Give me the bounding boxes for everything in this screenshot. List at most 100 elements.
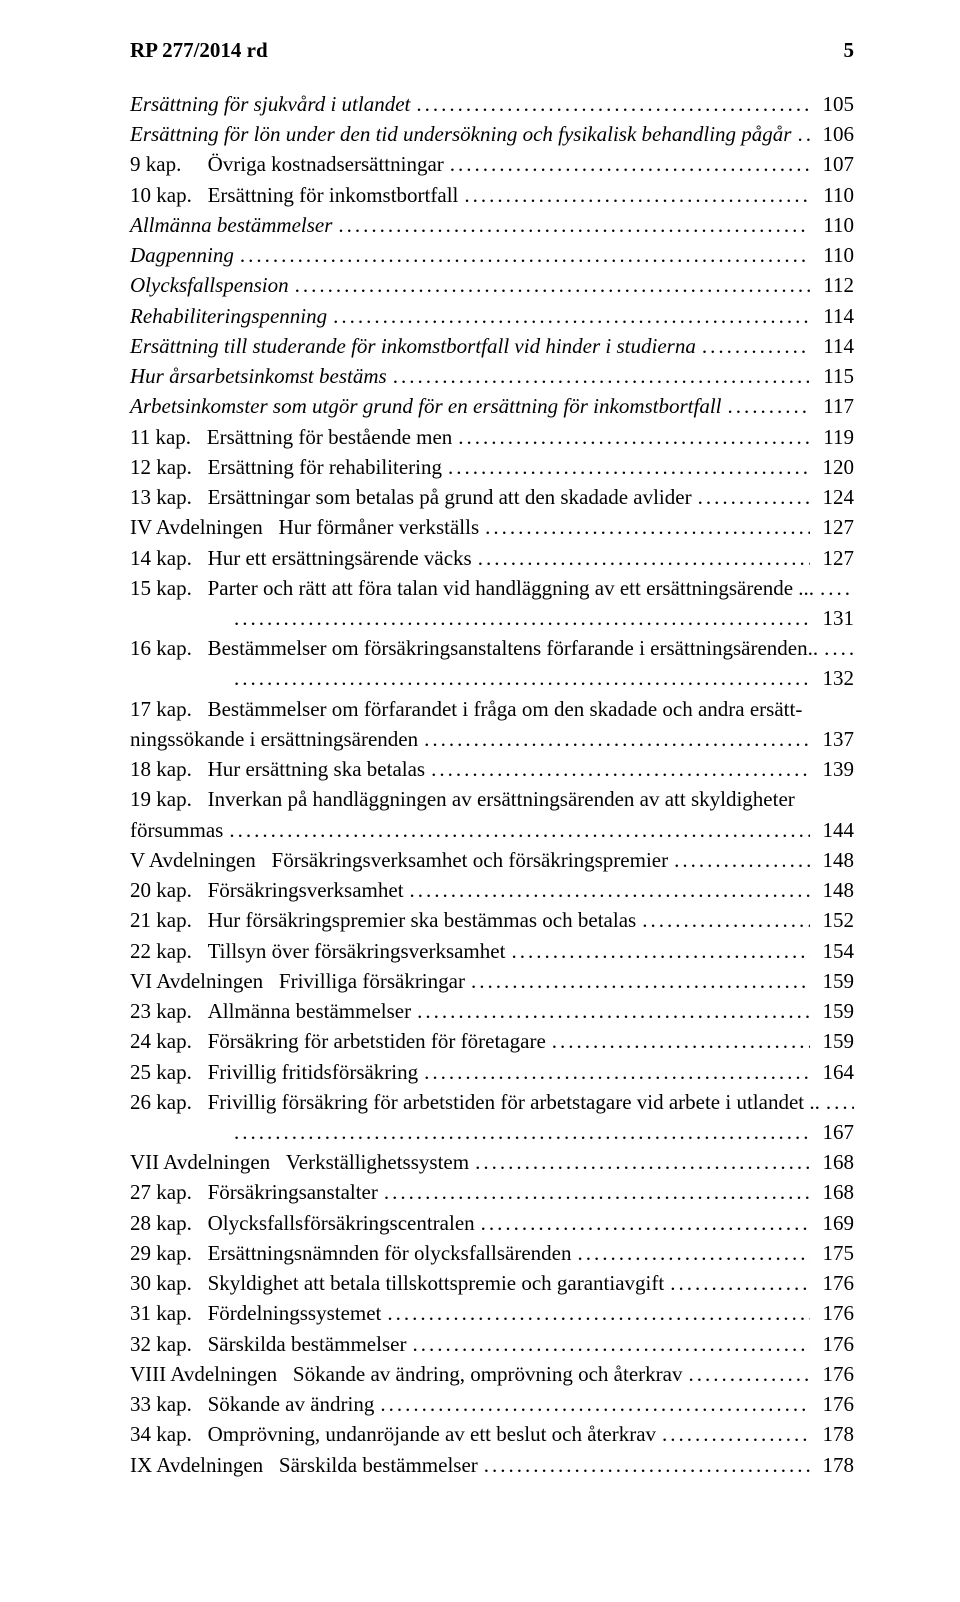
toc-page-number: 139 (810, 754, 854, 784)
toc-line: Dagpenning110 (130, 240, 854, 270)
toc-dots (824, 633, 854, 663)
header-page-number: 5 (844, 38, 855, 63)
toc-line: 21 kap. Hur försäkringspremier ska bestä… (130, 905, 854, 935)
toc-dots (670, 1268, 810, 1298)
toc-line: Ersättning för sjukvård i utlandet105 (130, 89, 854, 119)
toc-line: 26 kap. Frivillig försäkring för arbetst… (130, 1087, 854, 1117)
toc-dots (577, 1238, 810, 1268)
toc-line: 18 kap. Hur ersättning ska betalas 139 (130, 754, 854, 784)
toc-page-number: 124 (810, 482, 854, 512)
toc-label: IX Avdelningen Särskilda bestämmelser (130, 1450, 484, 1480)
toc-line: 28 kap. Olycksfallsförsäkringscentralen1… (130, 1208, 854, 1238)
toc-page-number: 175 (810, 1238, 854, 1268)
toc-label: 29 kap. Ersättningsnämnden för olycksfal… (130, 1238, 577, 1268)
toc-dots (464, 180, 810, 210)
toc-line: Ersättning till studerande för inkomstbo… (130, 331, 854, 361)
toc-label: 33 kap. Sökande av ändring (130, 1389, 380, 1419)
toc-label: 19 kap. Inverkan på handläggningen av er… (130, 784, 801, 814)
toc-label: 13 kap. Ersättningar som betalas på grun… (130, 482, 698, 512)
toc-line: Hur årsarbetsinkomst bestäms115 (130, 361, 854, 391)
toc-dots (728, 391, 810, 421)
toc-page-number: 105 (810, 89, 854, 119)
toc-line: 22 kap. Tillsyn över försäkringsverksamh… (130, 936, 854, 966)
toc-page-number: 127 (810, 512, 854, 542)
toc-dots (393, 361, 810, 391)
toc-dots (448, 452, 810, 482)
toc-label: 28 kap. Olycksfallsförsäkringscentralen (130, 1208, 481, 1238)
toc-label: 31 kap. Fördelningssystemet (130, 1298, 387, 1328)
toc-line: VI Avdelningen Frivilliga försäkringar15… (130, 966, 854, 996)
header-title: RP 277/2014 rd (130, 38, 268, 63)
toc-dots (338, 210, 810, 240)
toc-dots (702, 331, 810, 361)
toc-dots (416, 89, 810, 119)
toc-dots (478, 543, 810, 573)
toc-label: VII Avdelningen Verkställighetssystem (130, 1147, 475, 1177)
toc-line: 31 kap. Fördelningssystemet 176 (130, 1298, 854, 1328)
page: RP 277/2014 rd 5 Ersättning för sjukvård… (0, 0, 960, 1550)
toc-page-number: 120 (810, 452, 854, 482)
toc-label: 24 kap. Försäkring för arbetstiden för f… (130, 1026, 552, 1056)
toc-page-number: 117 (810, 391, 854, 421)
toc-label: Ersättning för lön under den tid undersö… (130, 119, 797, 149)
toc-page-number: 167 (810, 1117, 854, 1147)
toc-label: V Avdelningen Försäkringsverksamhet och … (130, 845, 674, 875)
toc-page-number: 168 (810, 1177, 854, 1207)
toc-line: 34 kap. Omprövning, undanröjande av ett … (130, 1419, 854, 1449)
toc-dots (424, 724, 810, 754)
toc-page-number: 178 (810, 1419, 854, 1449)
toc-label: 15 kap. Parter och rätt att föra talan v… (130, 573, 820, 603)
toc-label: 21 kap. Hur försäkringspremier ska bestä… (130, 905, 642, 935)
toc-line: 23 kap. Allmänna bestämmelser159 (130, 996, 854, 1026)
toc-page-number: 176 (810, 1298, 854, 1328)
toc-line: Rehabiliteringspenning 114 (130, 301, 854, 331)
toc-dots (234, 603, 810, 633)
toc-line: ningssökande i ersättningsärenden137 (130, 724, 854, 754)
toc-dots (234, 663, 810, 693)
toc-line: IX Avdelningen Särskilda bestämmelser 178 (130, 1450, 854, 1480)
toc-label: 18 kap. Hur ersättning ska betalas (130, 754, 431, 784)
toc-line: 12 kap. Ersättning för rehabilitering 120 (130, 452, 854, 482)
toc-dots (826, 1087, 854, 1117)
toc-line: 24 kap. Försäkring för arbetstiden för f… (130, 1026, 854, 1056)
toc-dots (481, 1208, 810, 1238)
toc-page-number: 159 (810, 1026, 854, 1056)
toc-label: 11 kap. Ersättning för bestående men (130, 422, 458, 452)
toc-dots (662, 1419, 810, 1449)
toc-label: 12 kap. Ersättning för rehabilitering (130, 452, 448, 482)
toc-line: 33 kap. Sökande av ändring176 (130, 1389, 854, 1419)
toc-label: ningssökande i ersättningsärenden (130, 724, 424, 754)
toc-dots (295, 270, 810, 300)
toc-line: 20 kap. Försäkringsverksamhet148 (130, 875, 854, 905)
toc-dots (698, 482, 810, 512)
toc-line: försummas 144 (130, 815, 854, 845)
toc-label: Rehabiliteringspenning (130, 301, 333, 331)
toc-label: 25 kap. Frivillig fritidsförsäkring (130, 1057, 424, 1087)
toc-label: VI Avdelningen Frivilliga försäkringar (130, 966, 471, 996)
toc-dots (475, 1147, 810, 1177)
toc-line: 17 kap. Bestämmelser om förfarandet i fr… (130, 694, 854, 724)
toc-page-number: 114 (810, 301, 854, 331)
toc-page-number: 144 (810, 815, 854, 845)
toc-label: Dagpenning (130, 240, 240, 270)
toc-line: 30 kap. Skyldighet att betala tillskotts… (130, 1268, 854, 1298)
toc-label: 20 kap. Försäkringsverksamhet (130, 875, 410, 905)
toc-label: försummas (130, 815, 229, 845)
toc-page-number: 152 (810, 905, 854, 935)
toc-line: 13 kap. Ersättningar som betalas på grun… (130, 482, 854, 512)
toc-dots (387, 1298, 810, 1328)
toc-dots (471, 966, 810, 996)
toc-dots (431, 754, 810, 784)
toc-page-number: 176 (810, 1329, 854, 1359)
toc-line: IV Avdelningen Hur förmåner verkställs 12… (130, 512, 854, 542)
toc-label: IV Avdelningen Hur förmåner verkställs (130, 512, 485, 542)
toc-label: Allmänna bestämmelser (130, 210, 338, 240)
toc-label: 9 kap. Övriga kostnadsersättningar (130, 149, 450, 179)
toc-page-number: 164 (810, 1057, 854, 1087)
toc-dots (674, 845, 810, 875)
toc-page-number: 178 (810, 1450, 854, 1480)
toc-label: Arbetsinkomster som utgör grund för en e… (130, 391, 728, 421)
toc-dots (380, 1389, 810, 1419)
toc-line: 11 kap. Ersättning för bestående men119 (130, 422, 854, 452)
toc-page-number: 127 (810, 543, 854, 573)
